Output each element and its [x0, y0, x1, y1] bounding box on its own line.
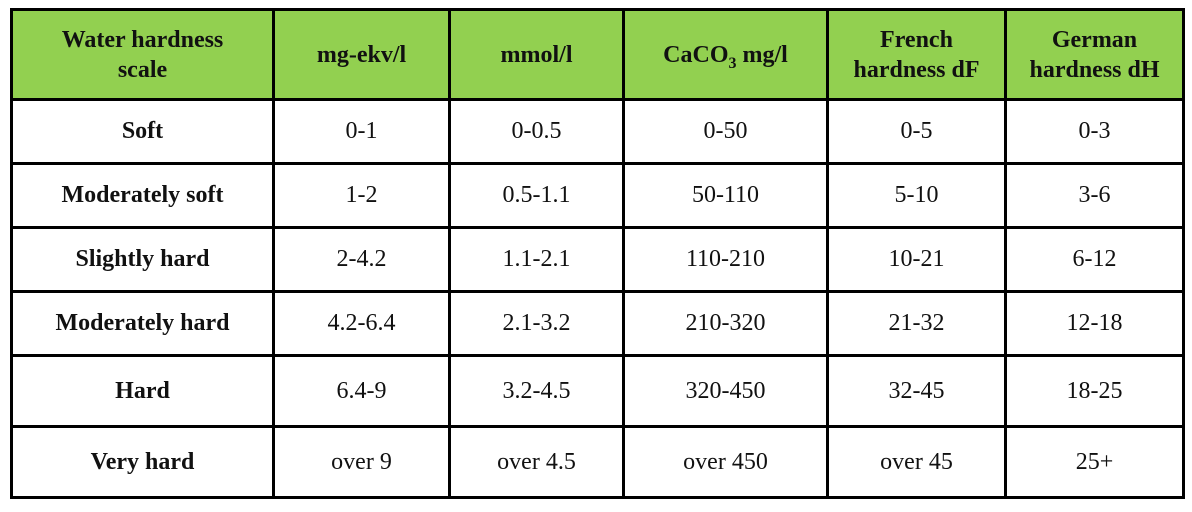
cell-french: over 45: [826, 425, 1007, 499]
cell-german: 18-25: [1004, 354, 1185, 428]
header-french-line2: hardness dF: [853, 56, 980, 83]
row-label: Moderately hard: [10, 290, 275, 357]
cell-mmol: 3.2-4.5: [448, 354, 625, 428]
header-cell-scale: Water hardness scale: [10, 8, 275, 101]
cell-mmol: 0-0.5: [448, 98, 625, 165]
table-body: Soft 0-1 0-0.5 0-50 0-5 0-3 Moderately s…: [10, 98, 1185, 499]
row-label: Moderately soft: [10, 162, 275, 229]
table-row-hard: Hard 6.4-9 3.2-4.5 320-450 32-45 18-25: [10, 354, 1185, 428]
cell-mmol: 1.1-2.1: [448, 226, 625, 293]
cell-caco3: 210-320: [622, 290, 829, 357]
header-scale-line2: scale: [117, 56, 168, 83]
header-scale-line1: Water hardness: [61, 26, 224, 53]
row-label: Slightly hard: [10, 226, 275, 293]
cell-mg-ekv: 6.4-9: [272, 354, 451, 428]
cell-caco3: 320-450: [622, 354, 829, 428]
cell-german: 6-12: [1004, 226, 1185, 293]
water-hardness-table: Water hardness scale mg-ekv/l mmol/l CaC…: [10, 8, 1185, 499]
row-label: Soft: [10, 98, 275, 165]
cell-mmol: 2.1-3.2: [448, 290, 625, 357]
header-cell-french: French hardness dF: [826, 8, 1007, 101]
cell-french: 10-21: [826, 226, 1007, 293]
header-cell-mg-ekv: mg-ekv/l: [272, 8, 451, 101]
cell-german: 25+: [1004, 425, 1185, 499]
cell-caco3: 110-210: [622, 226, 829, 293]
header-french-line1: French: [880, 26, 953, 53]
cell-mg-ekv: 4.2-6.4: [272, 290, 451, 357]
cell-mg-ekv: 2-4.2: [272, 226, 451, 293]
table-header: Water hardness scale mg-ekv/l mmol/l CaC…: [10, 8, 1185, 101]
cell-french: 0-5: [826, 98, 1007, 165]
table-row-moderately-hard: Moderately hard 4.2-6.4 2.1-3.2 210-320 …: [10, 290, 1185, 357]
header-row: Water hardness scale mg-ekv/l mmol/l CaC…: [10, 8, 1185, 101]
header-cell-german: German hardness dH: [1004, 8, 1185, 101]
header-cell-caco3: CaCO3 mg/l: [622, 8, 829, 101]
table-row-slightly-hard: Slightly hard 2-4.2 1.1-2.1 110-210 10-2…: [10, 226, 1185, 293]
caco3-suffix: mg/l: [736, 41, 788, 68]
caco3-prefix: CaCO: [663, 41, 729, 68]
row-label: Very hard: [10, 425, 275, 499]
cell-caco3: over 450: [622, 425, 829, 499]
cell-german: 12-18: [1004, 290, 1185, 357]
table-row-very-hard: Very hard over 9 over 4.5 over 450 over …: [10, 425, 1185, 499]
caco3-subscript: 3: [728, 54, 737, 72]
cell-mmol: over 4.5: [448, 425, 625, 499]
cell-caco3: 50-110: [622, 162, 829, 229]
cell-mg-ekv: over 9: [272, 425, 451, 499]
table-row-moderately-soft: Moderately soft 1-2 0.5-1.1 50-110 5-10 …: [10, 162, 1185, 229]
cell-mg-ekv: 1-2: [272, 162, 451, 229]
table-row-soft: Soft 0-1 0-0.5 0-50 0-5 0-3: [10, 98, 1185, 165]
header-cell-mmol: mmol/l: [448, 8, 625, 101]
header-german-line1: German: [1051, 26, 1138, 53]
cell-german: 0-3: [1004, 98, 1185, 165]
cell-german: 3-6: [1004, 162, 1185, 229]
cell-french: 32-45: [826, 354, 1007, 428]
row-label: Hard: [10, 354, 275, 428]
header-german-line2: hardness dH: [1029, 56, 1160, 83]
cell-french: 5-10: [826, 162, 1007, 229]
cell-mg-ekv: 0-1: [272, 98, 451, 165]
cell-caco3: 0-50: [622, 98, 829, 165]
cell-mmol: 0.5-1.1: [448, 162, 625, 229]
cell-french: 21-32: [826, 290, 1007, 357]
